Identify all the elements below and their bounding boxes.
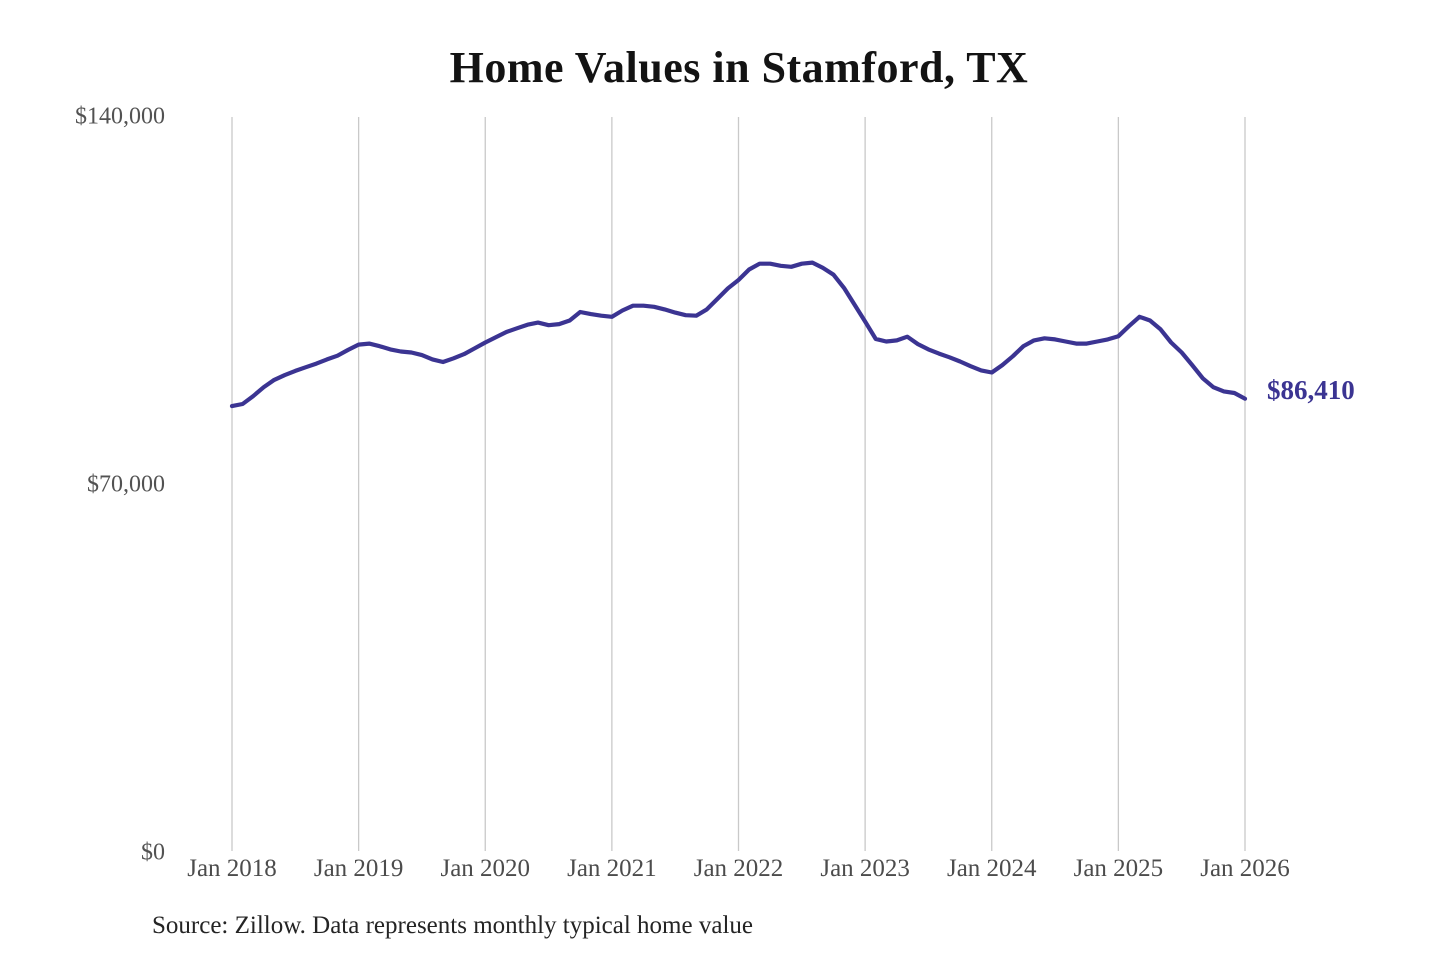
y-tick-label: $140,000: [75, 103, 165, 130]
home-value-line: [229, 260, 1248, 409]
x-tick-label: Jan 2024: [946, 855, 1037, 882]
x-tick-label: Jan 2018: [187, 855, 277, 882]
chart-title: Home Values in Stamford, TX: [449, 43, 1029, 92]
x-tick-label: Jan 2022: [693, 855, 784, 882]
current-value-label: $86,410: [1267, 375, 1355, 405]
x-tick-label: Jan 2023: [820, 855, 910, 882]
source-note: Source: Zillow. Data represents monthly …: [152, 912, 753, 939]
x-tick-label: Jan 2021: [567, 855, 657, 882]
x-tick-label: Jan 2020: [440, 855, 531, 882]
x-tick-label: Jan 2026: [1200, 855, 1290, 882]
y-tick-label: $70,000: [87, 471, 165, 498]
x-tick-label: Jan 2019: [313, 855, 404, 882]
y-tick-label: $0: [141, 839, 165, 866]
x-tick-label: Jan 2025: [1073, 855, 1164, 882]
